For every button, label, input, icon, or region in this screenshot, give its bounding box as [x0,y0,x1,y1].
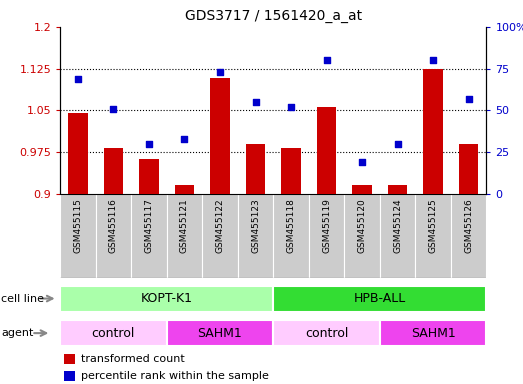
Text: HPB-ALL: HPB-ALL [354,292,406,305]
Bar [451,194,486,278]
Bar [281,148,301,194]
Point [322,57,331,63]
Bar [317,107,336,194]
Bar [459,144,479,194]
Bar [210,78,230,194]
Text: GSM455121: GSM455121 [180,198,189,253]
Text: GSM455124: GSM455124 [393,198,402,253]
Point [393,141,402,147]
Bar [380,320,486,346]
Text: percentile rank within the sample: percentile rank within the sample [82,371,269,381]
Bar [167,194,202,278]
Text: GSM455117: GSM455117 [144,198,153,253]
Bar [131,194,167,278]
Bar [167,320,274,346]
Text: GSM455125: GSM455125 [429,198,438,253]
Bar [344,194,380,278]
Text: cell line: cell line [1,293,44,304]
Text: GSM455122: GSM455122 [215,198,224,253]
Bar [274,320,380,346]
Text: control: control [305,327,348,339]
Bar [60,194,96,278]
Text: GSM455119: GSM455119 [322,198,331,253]
Text: GSM455116: GSM455116 [109,198,118,253]
Point [216,69,224,75]
Point [74,76,82,82]
Point [252,99,260,105]
Bar [175,185,194,194]
Bar [415,194,451,278]
Bar [60,320,167,346]
Point [109,106,118,112]
Point [180,136,189,142]
Bar [202,194,238,278]
Text: control: control [92,327,135,339]
Bar [274,194,309,278]
Bar [238,194,274,278]
Bar [68,113,88,194]
Bar [139,159,158,194]
Bar [309,194,344,278]
Point [145,141,153,147]
Bar [104,148,123,194]
Bar [246,144,265,194]
Text: GSM455118: GSM455118 [287,198,295,253]
Bar [64,354,75,364]
Text: GSM455123: GSM455123 [251,198,260,253]
Text: GSM455120: GSM455120 [358,198,367,253]
Text: SAHM1: SAHM1 [411,327,456,339]
Bar [96,194,131,278]
Bar [388,185,407,194]
Bar [60,286,273,311]
Point [358,159,366,165]
Bar [64,371,75,381]
Bar [423,69,443,194]
Text: GSM455126: GSM455126 [464,198,473,253]
Point [429,57,437,63]
Text: KOPT-K1: KOPT-K1 [141,292,192,305]
Bar [274,286,486,311]
Text: GSM455115: GSM455115 [73,198,83,253]
Point [287,104,295,110]
Bar [380,194,415,278]
Point [464,96,473,102]
Bar [353,185,372,194]
Text: SAHM1: SAHM1 [198,327,242,339]
Text: agent: agent [1,328,33,338]
Text: transformed count: transformed count [82,354,185,364]
Title: GDS3717 / 1561420_a_at: GDS3717 / 1561420_a_at [185,9,362,23]
